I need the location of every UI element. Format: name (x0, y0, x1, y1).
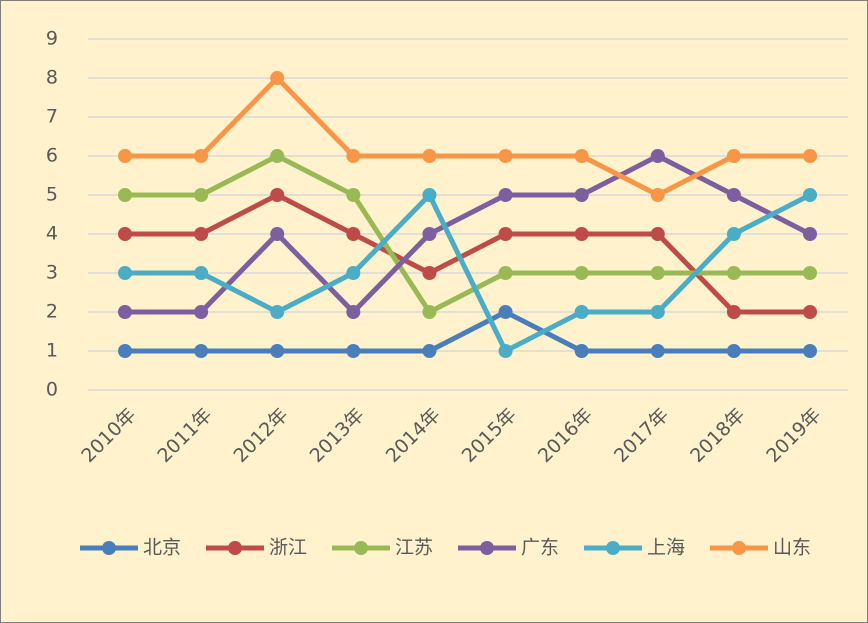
data-point (270, 71, 285, 85)
data-point (270, 188, 285, 202)
legend-label: 上海 (647, 537, 685, 559)
data-point (574, 227, 589, 241)
y-tick-label: 8 (46, 67, 58, 89)
legend-marker (480, 541, 494, 555)
y-tick-label: 2 (46, 301, 58, 323)
data-point (803, 305, 817, 319)
data-point (118, 266, 132, 280)
data-point (650, 266, 665, 280)
data-point (118, 344, 132, 358)
data-point (650, 305, 665, 319)
data-point (194, 188, 209, 202)
data-point (574, 305, 589, 319)
data-point (194, 149, 209, 163)
series-line (125, 309, 810, 354)
data-point (270, 305, 285, 319)
data-point (726, 188, 741, 202)
data-point (346, 266, 361, 280)
data-point (194, 305, 209, 319)
data-point (422, 344, 437, 358)
y-tick-label: 1 (46, 340, 58, 362)
data-point (650, 149, 665, 163)
data-point (726, 266, 741, 280)
data-point (803, 188, 817, 202)
data-point (270, 227, 285, 241)
data-point (574, 344, 589, 358)
data-point (574, 266, 589, 280)
data-point (726, 227, 741, 241)
y-tick-label: 7 (46, 106, 58, 128)
legend-label: 广东 (521, 537, 559, 559)
data-point (118, 305, 132, 319)
data-point (270, 344, 285, 358)
data-point (346, 188, 361, 202)
data-point (574, 149, 589, 163)
data-point (118, 149, 132, 163)
data-point (498, 266, 513, 280)
data-point (422, 227, 437, 241)
legend-label: 北京 (143, 537, 181, 559)
data-point (498, 227, 513, 241)
y-tick-label: 5 (46, 184, 58, 206)
data-point (346, 305, 361, 319)
y-tick-label: 3 (46, 262, 58, 284)
legend-marker (102, 541, 116, 555)
data-point (194, 227, 209, 241)
data-point (726, 149, 741, 163)
legend-marker (354, 541, 368, 555)
data-point (650, 344, 665, 358)
data-point (194, 266, 209, 280)
data-point (726, 305, 741, 319)
data-point (346, 227, 361, 241)
series-line (125, 192, 812, 354)
data-point (422, 149, 437, 163)
data-point (194, 344, 209, 358)
data-point (422, 188, 437, 202)
y-tick-label: 9 (46, 28, 58, 50)
data-point (498, 149, 513, 163)
data-point (803, 344, 817, 358)
legend-marker (732, 541, 746, 555)
data-point (422, 305, 437, 319)
data-point (574, 188, 589, 202)
data-point (422, 266, 437, 280)
series-line (125, 75, 810, 198)
data-point (346, 149, 361, 163)
data-point (803, 149, 817, 163)
y-tick-label: 4 (46, 223, 58, 245)
legend-marker (606, 541, 620, 555)
data-point (726, 344, 741, 358)
legend-label: 江苏 (395, 537, 433, 559)
data-point (803, 227, 817, 241)
data-point (346, 344, 361, 358)
data-point (803, 266, 817, 280)
y-tick-label: 0 (46, 379, 58, 401)
legend-label: 山东 (773, 537, 811, 559)
data-point (650, 227, 665, 241)
y-tick-label: 6 (46, 145, 58, 167)
data-point (118, 227, 132, 241)
legend-marker (228, 541, 242, 555)
data-point (498, 188, 513, 202)
data-point (498, 344, 513, 358)
legend-label: 浙江 (269, 537, 307, 559)
data-point (498, 305, 513, 319)
data-point (650, 188, 665, 202)
data-point (270, 149, 285, 163)
data-point (118, 188, 132, 202)
